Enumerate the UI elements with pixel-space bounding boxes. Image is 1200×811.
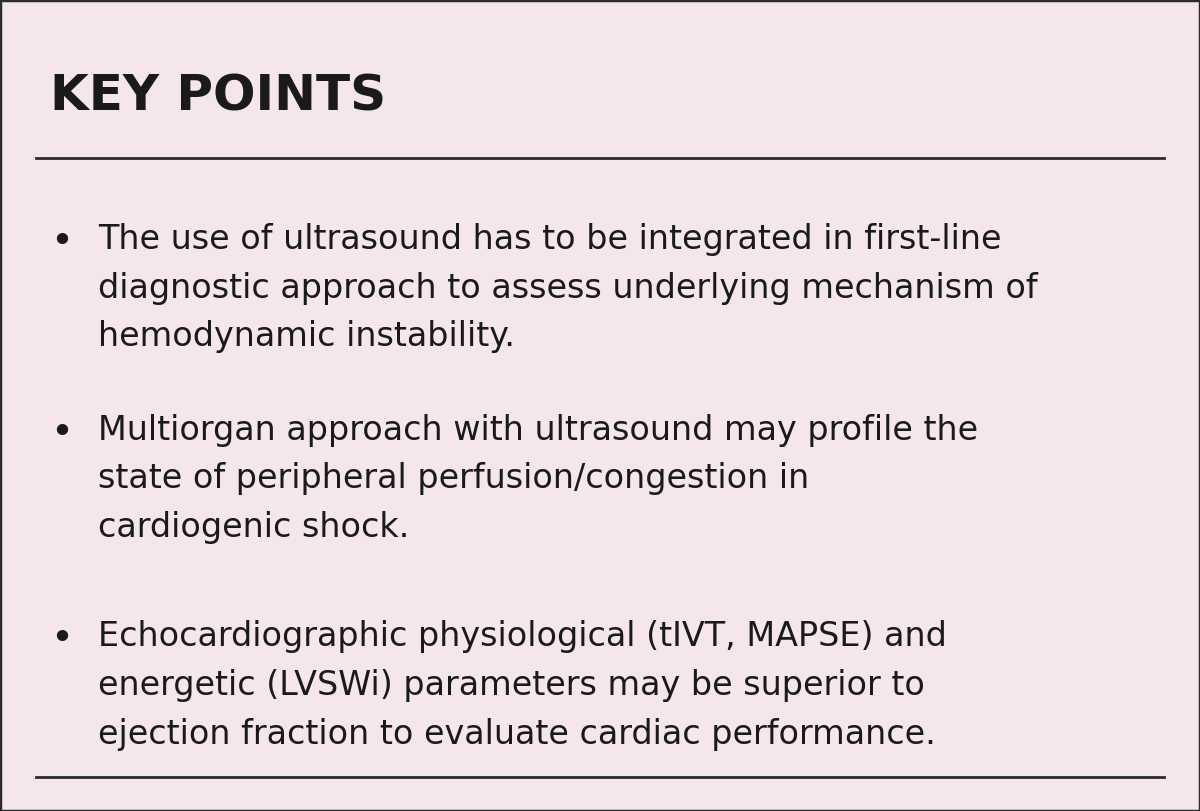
Text: KEY POINTS: KEY POINTS [50,73,386,121]
Text: •: • [50,620,73,659]
Text: •: • [50,414,73,452]
Text: •: • [50,223,73,261]
Text: The use of ultrasound has to be integrated in first-line
diagnostic approach to : The use of ultrasound has to be integrat… [98,223,1038,354]
Text: Echocardiographic physiological (tIVT, MAPSE) and
energetic (LVSWi) parameters m: Echocardiographic physiological (tIVT, M… [98,620,947,751]
Text: Multiorgan approach with ultrasound may profile the
state of peripheral perfusio: Multiorgan approach with ultrasound may … [98,414,978,544]
